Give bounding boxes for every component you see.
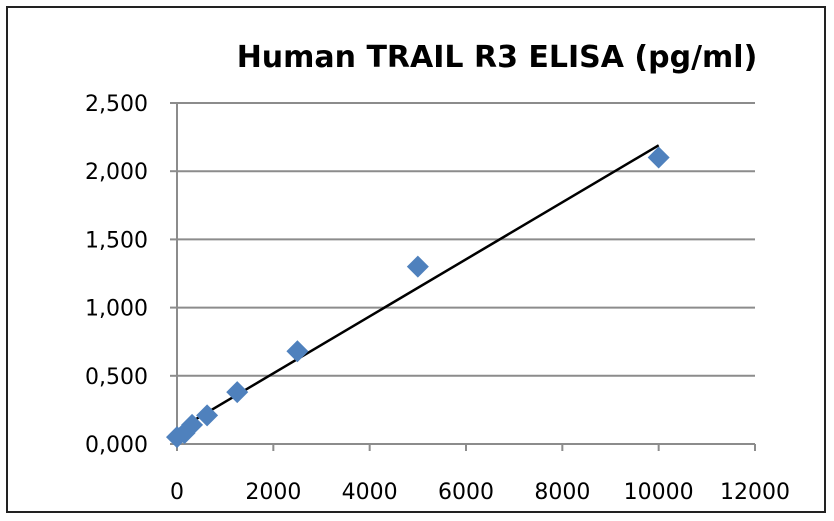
y-tick-label: 0,500 [85,365,148,390]
y-tick-label: 1,000 [85,297,148,322]
data-point [181,413,204,436]
trendline [176,144,660,432]
x-tick-label: 12000 [720,480,790,505]
x-tick-label: 8000 [534,480,590,505]
x-tick-label: 6000 [438,480,494,505]
y-tick-label: 2,000 [85,160,148,185]
y-tick-labels: 0,000 0,500 1,000 1,500 2,000 2,500 [85,92,148,458]
grid-lines [170,102,755,445]
trendline-segment [176,144,660,432]
x-tick-label: 2000 [245,480,301,505]
x-tick-label: 0 [170,480,184,505]
x-tick-label: 10000 [624,480,694,505]
data-points [166,146,670,449]
x-tick-labels: 0 2000 4000 6000 8000 10000 12000 [170,480,790,505]
chart-title: Human TRAIL R3 ELISA (pg/ml) [237,40,758,75]
data-point [226,381,249,404]
y-tick-label: 1,500 [85,228,148,253]
data-point [647,146,670,169]
data-point [406,255,429,278]
data-point [196,404,219,427]
axes [176,103,756,451]
x-tick-label: 4000 [342,480,398,505]
data-point [286,340,309,363]
y-tick-label: 2,500 [85,92,148,117]
y-tick-label: 0,000 [85,433,148,458]
